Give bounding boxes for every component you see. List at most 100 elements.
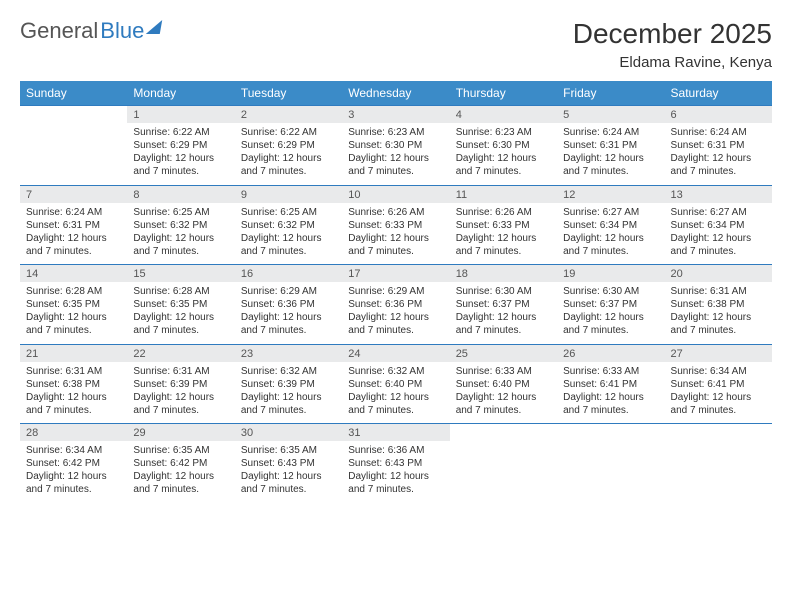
day-cell-line: Sunset: 6:38 PM	[671, 298, 766, 311]
day-number: 15	[127, 265, 234, 283]
day-number	[557, 424, 664, 442]
day-cell-line: Daylight: 12 hours	[563, 391, 658, 404]
day-cell-line: Sunrise: 6:28 AM	[133, 285, 228, 298]
day-cell-line: and 7 minutes.	[133, 245, 228, 258]
day-cell-line: and 7 minutes.	[671, 245, 766, 258]
day-cell: Sunrise: 6:23 AMSunset: 6:30 PMDaylight:…	[342, 123, 449, 185]
day-cell-line: and 7 minutes.	[563, 404, 658, 417]
day-cell: Sunrise: 6:30 AMSunset: 6:37 PMDaylight:…	[557, 282, 664, 344]
day-cell: Sunrise: 6:28 AMSunset: 6:35 PMDaylight:…	[20, 282, 127, 344]
day-cell-line: and 7 minutes.	[241, 165, 336, 178]
day-cell-line: Daylight: 12 hours	[456, 391, 551, 404]
day-cell-line: Sunrise: 6:30 AM	[456, 285, 551, 298]
day-cell-line: Sunset: 6:37 PM	[563, 298, 658, 311]
day-number: 17	[342, 265, 449, 283]
day-cell-line: and 7 minutes.	[348, 165, 443, 178]
day-cell-line: Daylight: 12 hours	[26, 232, 121, 245]
day-cell-line: Sunrise: 6:34 AM	[671, 365, 766, 378]
day-number: 14	[20, 265, 127, 283]
day-cell-line: Sunrise: 6:35 AM	[133, 444, 228, 457]
day-cell-line: Sunset: 6:34 PM	[563, 219, 658, 232]
calendar-page: General Blue December 2025 Eldama Ravine…	[0, 0, 792, 513]
day-header: Tuesday	[235, 81, 342, 106]
day-cell-line: Daylight: 12 hours	[456, 152, 551, 165]
day-cell-line: Daylight: 12 hours	[26, 391, 121, 404]
day-cell-line: Sunrise: 6:29 AM	[241, 285, 336, 298]
day-header: Sunday	[20, 81, 127, 106]
day-cell-line: Daylight: 12 hours	[456, 232, 551, 245]
page-header: General Blue December 2025 Eldama Ravine…	[20, 18, 772, 71]
day-cell-line: Sunrise: 6:25 AM	[241, 206, 336, 219]
day-cell-line: Sunrise: 6:31 AM	[26, 365, 121, 378]
day-number: 21	[20, 344, 127, 362]
day-cell-line: Sunrise: 6:32 AM	[348, 365, 443, 378]
day-cell-line: Daylight: 12 hours	[133, 232, 228, 245]
day-number: 2	[235, 106, 342, 124]
day-cell-line: Sunrise: 6:26 AM	[456, 206, 551, 219]
day-number: 31	[342, 424, 449, 442]
day-cell-line: and 7 minutes.	[563, 245, 658, 258]
day-cell: Sunrise: 6:28 AMSunset: 6:35 PMDaylight:…	[127, 282, 234, 344]
day-cell-line: Sunrise: 6:27 AM	[563, 206, 658, 219]
day-cell-line: Sunrise: 6:23 AM	[456, 126, 551, 139]
day-cell: Sunrise: 6:32 AMSunset: 6:40 PMDaylight:…	[342, 362, 449, 424]
day-cell-line: and 7 minutes.	[133, 324, 228, 337]
day-number: 5	[557, 106, 664, 124]
day-cell-line: Sunset: 6:36 PM	[348, 298, 443, 311]
day-number: 20	[665, 265, 772, 283]
day-cell-line: and 7 minutes.	[456, 165, 551, 178]
day-cell	[450, 441, 557, 503]
day-header: Friday	[557, 81, 664, 106]
day-cell-line: and 7 minutes.	[241, 483, 336, 496]
day-cell-line: and 7 minutes.	[456, 245, 551, 258]
day-cell-line: Daylight: 12 hours	[241, 232, 336, 245]
day-header-row: Sunday Monday Tuesday Wednesday Thursday…	[20, 81, 772, 106]
day-number: 19	[557, 265, 664, 283]
day-cell-line: Daylight: 12 hours	[348, 311, 443, 324]
day-cell-line: and 7 minutes.	[456, 404, 551, 417]
day-cell: Sunrise: 6:33 AMSunset: 6:41 PMDaylight:…	[557, 362, 664, 424]
day-cell: Sunrise: 6:27 AMSunset: 6:34 PMDaylight:…	[557, 203, 664, 265]
day-cell-line: and 7 minutes.	[26, 324, 121, 337]
day-cell-line: Sunset: 6:42 PM	[26, 457, 121, 470]
day-cell-line: Daylight: 12 hours	[348, 152, 443, 165]
day-cell-line: Sunrise: 6:25 AM	[133, 206, 228, 219]
day-cell: Sunrise: 6:31 AMSunset: 6:38 PMDaylight:…	[665, 282, 772, 344]
day-number: 9	[235, 185, 342, 203]
logo-text-part1: General	[20, 18, 98, 44]
day-cell-line: Sunset: 6:31 PM	[671, 139, 766, 152]
day-cell-line: and 7 minutes.	[348, 404, 443, 417]
day-cell-line: and 7 minutes.	[348, 324, 443, 337]
day-cell-line: and 7 minutes.	[26, 483, 121, 496]
day-cell-line: Daylight: 12 hours	[133, 311, 228, 324]
day-cell-line: Daylight: 12 hours	[241, 152, 336, 165]
day-number: 23	[235, 344, 342, 362]
day-number: 10	[342, 185, 449, 203]
day-cell: Sunrise: 6:33 AMSunset: 6:40 PMDaylight:…	[450, 362, 557, 424]
day-cell-line: Sunset: 6:39 PM	[133, 378, 228, 391]
day-number	[450, 424, 557, 442]
day-cell-line: Daylight: 12 hours	[133, 152, 228, 165]
day-cell-line: Daylight: 12 hours	[563, 232, 658, 245]
day-cell-line: Sunrise: 6:27 AM	[671, 206, 766, 219]
day-cell-line: Daylight: 12 hours	[348, 391, 443, 404]
location-label: Eldama Ravine, Kenya	[573, 54, 772, 71]
day-cell: Sunrise: 6:25 AMSunset: 6:32 PMDaylight:…	[235, 203, 342, 265]
day-cell-line: Sunrise: 6:31 AM	[133, 365, 228, 378]
day-number-row: 123456	[20, 106, 772, 124]
day-cell: Sunrise: 6:30 AMSunset: 6:37 PMDaylight:…	[450, 282, 557, 344]
day-cell: Sunrise: 6:25 AMSunset: 6:32 PMDaylight:…	[127, 203, 234, 265]
day-cell-line: Sunset: 6:30 PM	[456, 139, 551, 152]
day-cell-line: and 7 minutes.	[26, 404, 121, 417]
day-cell: Sunrise: 6:32 AMSunset: 6:39 PMDaylight:…	[235, 362, 342, 424]
day-cell-line: Daylight: 12 hours	[671, 311, 766, 324]
day-content-row: Sunrise: 6:34 AMSunset: 6:42 PMDaylight:…	[20, 441, 772, 503]
day-cell: Sunrise: 6:34 AMSunset: 6:41 PMDaylight:…	[665, 362, 772, 424]
day-number: 4	[450, 106, 557, 124]
day-cell-line: Sunset: 6:32 PM	[133, 219, 228, 232]
day-cell-line: Sunset: 6:40 PM	[456, 378, 551, 391]
day-header: Monday	[127, 81, 234, 106]
day-cell-line: Sunset: 6:39 PM	[241, 378, 336, 391]
day-number: 6	[665, 106, 772, 124]
day-cell-line: Sunrise: 6:24 AM	[671, 126, 766, 139]
